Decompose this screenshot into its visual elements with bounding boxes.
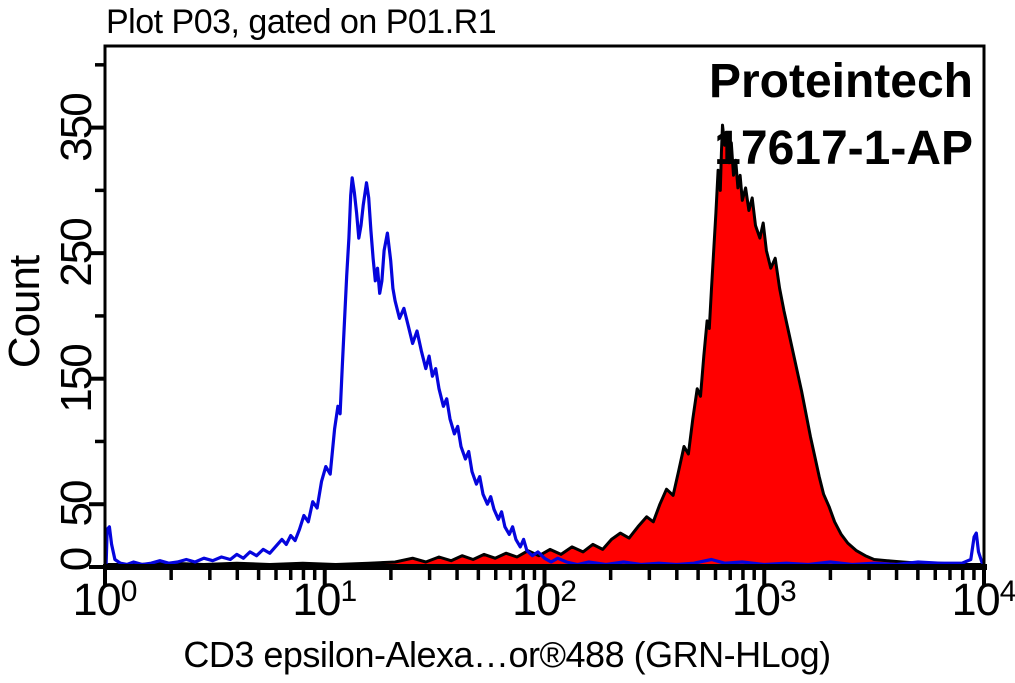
brand-annotation: Proteintech xyxy=(708,55,973,108)
x-tick-label: 100 xyxy=(72,574,138,625)
x-axis-title: CD3 epsilon-Alexa…or®488 (GRN-HLog) xyxy=(183,634,831,675)
x-tick-label: 102 xyxy=(512,574,577,625)
x-tick-label: 103 xyxy=(731,574,797,625)
y-tick-label: 50 xyxy=(52,481,101,527)
y-axis-title: Count xyxy=(0,255,49,369)
plot-title: Plot P03, gated on P01.R1 xyxy=(106,3,497,41)
y-tick-label: 150 xyxy=(52,344,101,413)
x-tick-label: 101 xyxy=(292,574,358,625)
y-tick-label: 250 xyxy=(52,219,101,287)
y-tick-label: 350 xyxy=(52,93,101,162)
catalog-number-annotation: 17617-1-AP xyxy=(714,122,973,175)
x-tick-label: 104 xyxy=(951,574,1015,625)
y-tick-label: 0 xyxy=(52,548,101,572)
